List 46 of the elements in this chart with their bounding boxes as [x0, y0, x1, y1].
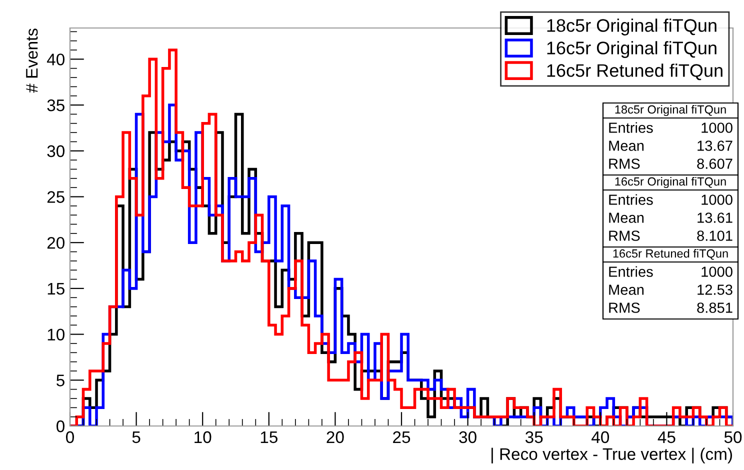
annotation: 8.101 [697, 230, 732, 241]
x-tick-label: 20 [326, 431, 344, 444]
legend-label: 16c5r Retuned fiTQun [547, 64, 722, 80]
y-tick-label: 5 [56, 374, 64, 386]
annotation: Mean [609, 212, 644, 223]
annotation: RMS [609, 158, 640, 169]
annotation: RMS [609, 302, 640, 313]
annotation: 13.67 [698, 140, 732, 151]
y-tick-label: 10 [48, 328, 64, 340]
y-tick-label: 40 [46, 54, 64, 66]
annotation: Entries [609, 266, 653, 277]
annotation: Mean [609, 140, 644, 151]
x-tick-label: 30 [459, 431, 476, 444]
y-tick-label: 0 [56, 420, 64, 432]
annotation: 18c5r Original fiTQun [615, 105, 726, 116]
annotation: Mean [609, 284, 644, 295]
x-tick-label: 50 [724, 431, 742, 444]
y-axis-title: # Events [26, 28, 38, 93]
x-tick-label: 5 [132, 431, 140, 444]
x-tick-label: 25 [393, 431, 410, 444]
y-tick-label: 15 [48, 283, 64, 295]
y-tick-label: 25 [47, 191, 64, 203]
x-tick-label: 10 [194, 431, 212, 444]
annotation: Entries [609, 122, 653, 133]
annotation: 13.61 [698, 212, 732, 223]
annotation: 8.851 [697, 302, 732, 313]
legend-label: 18c5r Original fiTQun [547, 18, 716, 36]
annotation: 16c5r Retuned fiTQun [613, 248, 728, 260]
y-tick-label: 35 [47, 99, 64, 112]
y-tick-label: 20 [47, 236, 64, 249]
annotation: 8.607 [697, 158, 732, 169]
x-tick-label: 35 [525, 431, 543, 444]
x-tick-label: 40 [592, 431, 610, 444]
annotation: 12.53 [698, 284, 732, 295]
x-tick-label: 0 [66, 431, 74, 444]
annotation: 1000 [702, 266, 732, 277]
annotation: 16c5r Original fiTQun [615, 177, 726, 188]
annotation: 1000 [702, 194, 732, 205]
annotation: RMS [609, 230, 640, 241]
x-tick-label: 15 [260, 431, 278, 444]
annotation: 1000 [702, 122, 732, 133]
legend-label: 16c5r Original fiTQun [547, 41, 716, 58]
annotation: Entries [609, 194, 653, 205]
x-tick-label: 45 [658, 431, 676, 444]
y-tick-label: 30 [47, 145, 64, 158]
x-axis-title: | Reco vertex - True vertex | (cm) [492, 448, 732, 464]
